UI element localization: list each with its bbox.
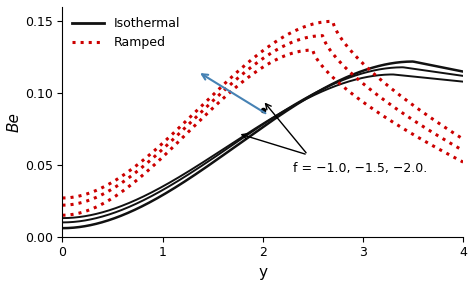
Text: f = −1.0, −1.5, −2.0.: f = −1.0, −1.5, −2.0. bbox=[293, 162, 427, 175]
X-axis label: y: y bbox=[258, 265, 267, 280]
Legend: Isothermal, Ramped: Isothermal, Ramped bbox=[69, 13, 184, 53]
Y-axis label: Be: Be bbox=[7, 112, 22, 132]
